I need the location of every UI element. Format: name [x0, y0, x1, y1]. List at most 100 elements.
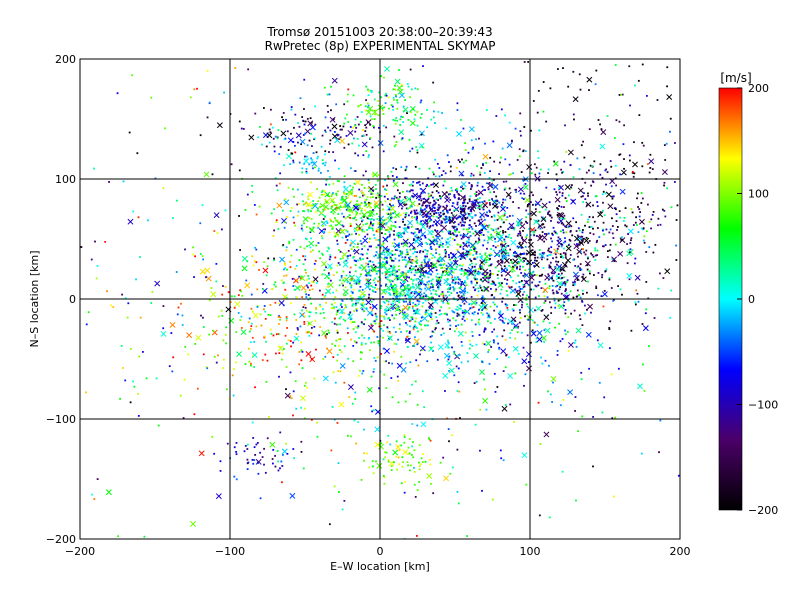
scatter-point [349, 225, 352, 227]
scatter-point [450, 267, 453, 270]
scatter-point [548, 364, 550, 367]
scatter-point [548, 301, 551, 304]
scatter-point [514, 337, 517, 340]
scatter-point [463, 272, 466, 275]
scatter-point [498, 281, 501, 284]
scatter-point [541, 309, 544, 311]
scatter-point [478, 201, 481, 204]
scatter-point [398, 449, 401, 452]
scatter-point [577, 430, 580, 433]
scatter-point [401, 308, 404, 311]
scatter-point [523, 192, 526, 195]
scatter-point [397, 276, 400, 279]
scatter-point [336, 233, 339, 236]
scatter-point [337, 133, 340, 136]
scatter-point [392, 300, 395, 303]
scatter-point [384, 256, 387, 259]
scatter-point [294, 113, 297, 116]
scatter-point [489, 210, 491, 213]
scatter-x-marker [347, 313, 354, 320]
scatter-point [358, 282, 361, 285]
scatter-point [420, 283, 422, 286]
scatter-point [305, 155, 308, 158]
scatter-point [355, 326, 358, 328]
scatter-point [363, 186, 366, 189]
scatter-point [422, 213, 425, 216]
scatter-point [487, 241, 489, 244]
scatter-point [424, 295, 427, 298]
scatter-point [460, 237, 463, 240]
scatter-point [276, 189, 279, 192]
scatter-point [378, 387, 380, 390]
scatter-point [281, 481, 283, 484]
scatter-point [585, 291, 588, 294]
scatter-point [559, 253, 562, 256]
scatter-point [366, 281, 369, 284]
scatter-point [393, 461, 395, 464]
scatter-point [443, 180, 446, 183]
scatter-point [355, 309, 358, 312]
scatter-x-marker [517, 186, 524, 193]
scatter-point [388, 235, 391, 238]
scatter-point [328, 331, 330, 334]
scatter-point [426, 360, 429, 363]
scatter-point [552, 279, 555, 282]
scatter-point [424, 271, 427, 274]
scatter-point [610, 185, 613, 188]
scatter-x-marker [540, 216, 547, 223]
scatter-point [556, 214, 559, 217]
scatter-point [216, 232, 219, 235]
scatter-point [384, 311, 386, 314]
scatter-point [307, 298, 310, 301]
scatter-point [380, 327, 383, 330]
scatter-point [361, 288, 364, 291]
scatter-point [438, 245, 441, 248]
scatter-point [517, 232, 520, 235]
scatter-point [487, 275, 490, 278]
scatter-x-marker [385, 251, 392, 258]
scatter-point [520, 221, 523, 224]
scatter-point [468, 339, 471, 342]
scatter-point [470, 184, 473, 186]
scatter-point [388, 331, 391, 333]
scatter-point [233, 446, 236, 449]
scatter-point [403, 434, 406, 437]
scatter-point [345, 306, 347, 309]
scatter-point [386, 441, 389, 444]
scatter-point [299, 97, 302, 100]
scatter-point [556, 354, 559, 356]
scatter-point [408, 138, 411, 141]
scatter-point [582, 195, 584, 198]
scatter-point [577, 255, 579, 258]
scatter-point [282, 348, 285, 350]
scatter-point [425, 265, 427, 268]
scatter-point [398, 254, 400, 257]
scatter-point [287, 149, 290, 151]
scatter-point [329, 139, 332, 142]
scatter-point [471, 312, 474, 315]
scatter-point [225, 342, 228, 345]
scatter-point [517, 325, 520, 328]
scatter-point [124, 379, 127, 382]
scatter-point [414, 87, 417, 90]
scatter-point [464, 142, 466, 144]
scatter-point [391, 286, 393, 289]
scatter-point [237, 312, 240, 314]
scatter-point [563, 160, 566, 163]
scatter-point [263, 463, 265, 466]
scatter-x-marker [525, 351, 532, 358]
scatter-x-marker [413, 338, 420, 345]
scatter-point [353, 217, 356, 220]
scatter-point [496, 273, 499, 276]
scatter-point [528, 268, 530, 271]
scatter-point [435, 175, 437, 178]
scatter-point [380, 226, 382, 229]
scatter-point [451, 205, 454, 207]
scatter-x-marker [434, 219, 441, 226]
scatter-point [534, 229, 537, 232]
scatter-point [562, 252, 565, 254]
scatter-point [432, 224, 434, 227]
scatter-point [410, 316, 413, 319]
scatter-x-marker [451, 214, 458, 221]
scatter-point [592, 416, 594, 418]
